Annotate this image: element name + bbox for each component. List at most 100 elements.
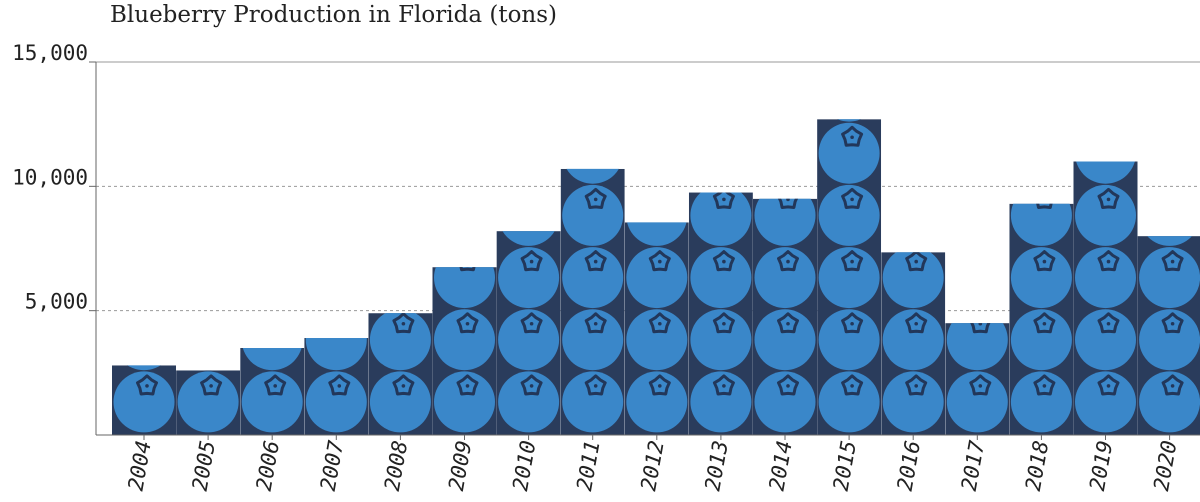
blueberry-crown-icon bbox=[1033, 250, 1056, 272]
x-tick-label: 2004 bbox=[124, 439, 156, 493]
bar bbox=[945, 252, 1010, 435]
blueberry-crown-dot-icon bbox=[722, 135, 726, 139]
blueberry-icon bbox=[837, 119, 861, 122]
blueberry-crown-dot-icon bbox=[337, 384, 342, 388]
blueberry-icon bbox=[818, 309, 880, 371]
blueberry-crown-dot-icon bbox=[529, 321, 534, 326]
blueberry-icon bbox=[370, 247, 431, 308]
blueberry-crown-icon bbox=[1161, 250, 1184, 272]
blueberry-crown-icon bbox=[586, 127, 605, 145]
x-tick-label: 2014 bbox=[765, 439, 797, 493]
blueberry-crown-icon bbox=[1097, 187, 1120, 209]
blueberry-crown-icon bbox=[138, 252, 157, 270]
blueberry-crown-dot-icon bbox=[145, 260, 149, 264]
blueberry-crown-icon bbox=[841, 125, 864, 147]
blueberry-crown-dot-icon bbox=[466, 198, 470, 202]
blueberry-crown-dot-icon bbox=[465, 384, 470, 388]
blueberry-crown-dot-icon bbox=[722, 197, 726, 202]
blueberry-crown-icon bbox=[648, 312, 671, 334]
blueberry-crown-dot-icon bbox=[786, 384, 790, 388]
blueberry-crown-dot-icon bbox=[658, 135, 662, 139]
x-tick-label: 2012 bbox=[636, 439, 668, 493]
blueberry-crown-dot-icon bbox=[658, 259, 662, 264]
blueberry-crown-icon bbox=[712, 312, 735, 334]
blueberry-crown-icon bbox=[584, 250, 607, 272]
blueberry-crown-dot-icon bbox=[593, 384, 598, 388]
x-tick-label: 2015 bbox=[829, 439, 861, 493]
blueberry-crown-icon bbox=[777, 374, 799, 396]
blueberry-crown-icon bbox=[1163, 189, 1182, 207]
blueberry-icon bbox=[241, 371, 303, 433]
bar bbox=[560, 65, 625, 435]
blueberry-crown-icon bbox=[458, 189, 477, 207]
blueberry-crown-dot-icon bbox=[338, 260, 342, 264]
x-tick-label: 2006 bbox=[252, 439, 284, 493]
blueberry-icon bbox=[882, 252, 944, 309]
blueberry-crown-icon bbox=[520, 250, 543, 272]
blueberry-crown-icon bbox=[1097, 312, 1120, 334]
blueberry-crown-dot-icon bbox=[338, 322, 342, 326]
blueberry-crown-dot-icon bbox=[786, 259, 790, 264]
x-tick-label: 2013 bbox=[700, 439, 732, 493]
blueberry-crown-dot-icon bbox=[658, 384, 662, 388]
blueberry-icon bbox=[946, 371, 1008, 433]
blueberry-crown-dot-icon bbox=[530, 135, 534, 139]
blueberry-crown-dot-icon bbox=[209, 322, 213, 326]
blueberry-icon bbox=[882, 371, 944, 433]
blueberry-crown-icon bbox=[138, 314, 157, 332]
blueberry-crown-dot-icon bbox=[209, 384, 213, 388]
blueberry-icon bbox=[626, 309, 688, 371]
blueberry-crown-icon bbox=[712, 192, 735, 209]
blueberry-icon bbox=[113, 371, 175, 433]
blueberry-crown-dot-icon bbox=[914, 384, 918, 388]
blueberry-crown-dot-icon bbox=[786, 135, 790, 139]
blueberry-crown-dot-icon bbox=[594, 135, 598, 139]
blueberry-crown-dot-icon bbox=[850, 259, 854, 264]
blueberry-crown-icon bbox=[905, 252, 928, 272]
blueberry-icon bbox=[498, 123, 559, 184]
blueberry-icon bbox=[1075, 371, 1136, 433]
blueberry-crown-icon bbox=[970, 323, 991, 334]
blueberry-crown-dot-icon bbox=[1106, 384, 1111, 388]
blueberry-crown-dot-icon bbox=[402, 260, 406, 264]
bar bbox=[881, 189, 946, 435]
blueberry-crown-icon bbox=[328, 374, 351, 396]
blueberry-crown-icon bbox=[586, 65, 605, 83]
blueberry-crown-dot-icon bbox=[850, 11, 854, 15]
blueberry-crown-icon bbox=[392, 374, 415, 396]
blueberry-icon bbox=[1010, 371, 1072, 433]
blueberry-crown-icon bbox=[1099, 127, 1118, 145]
blueberry-crown-icon bbox=[905, 374, 928, 396]
blueberry-crown-dot-icon bbox=[914, 198, 918, 202]
blueberry-crown-icon bbox=[1163, 127, 1182, 145]
blueberry-crown-dot-icon bbox=[593, 197, 598, 202]
x-tick-label: 2011 bbox=[572, 439, 604, 493]
blueberry-icon bbox=[1075, 309, 1136, 371]
bar bbox=[176, 314, 241, 435]
blueberry-icon bbox=[754, 198, 816, 246]
blueberry-crown-dot-icon bbox=[722, 384, 726, 388]
blueberry-crown-icon bbox=[714, 127, 733, 145]
blueberry-crown-icon bbox=[779, 127, 798, 145]
blueberry-icon bbox=[818, 122, 880, 184]
blueberry-icon bbox=[434, 309, 495, 371]
blueberry-crown-dot-icon bbox=[722, 321, 726, 326]
blueberry-crown-icon bbox=[971, 252, 990, 270]
bar bbox=[817, 0, 882, 436]
blueberry-crown-icon bbox=[330, 314, 349, 332]
blueberry-icon bbox=[1075, 61, 1136, 122]
blueberry-icon bbox=[1139, 123, 1200, 184]
blueberry-crown-icon bbox=[777, 312, 799, 334]
blueberry-icon bbox=[819, 0, 880, 59]
blueberry-crown-dot-icon bbox=[466, 260, 470, 264]
blueberry-icon bbox=[755, 123, 816, 184]
blueberry-crown-icon bbox=[202, 314, 221, 332]
blueberry-icon bbox=[1147, 236, 1193, 246]
blueberry-icon bbox=[498, 247, 560, 309]
blueberry-icon bbox=[434, 267, 495, 309]
blueberry-icon bbox=[566, 168, 619, 184]
blueberry-crown-dot-icon bbox=[1107, 135, 1111, 139]
blueberry-crown-icon bbox=[907, 189, 926, 207]
blueberry-crown-dot-icon bbox=[593, 321, 598, 326]
blueberry-crown-dot-icon bbox=[786, 198, 790, 202]
